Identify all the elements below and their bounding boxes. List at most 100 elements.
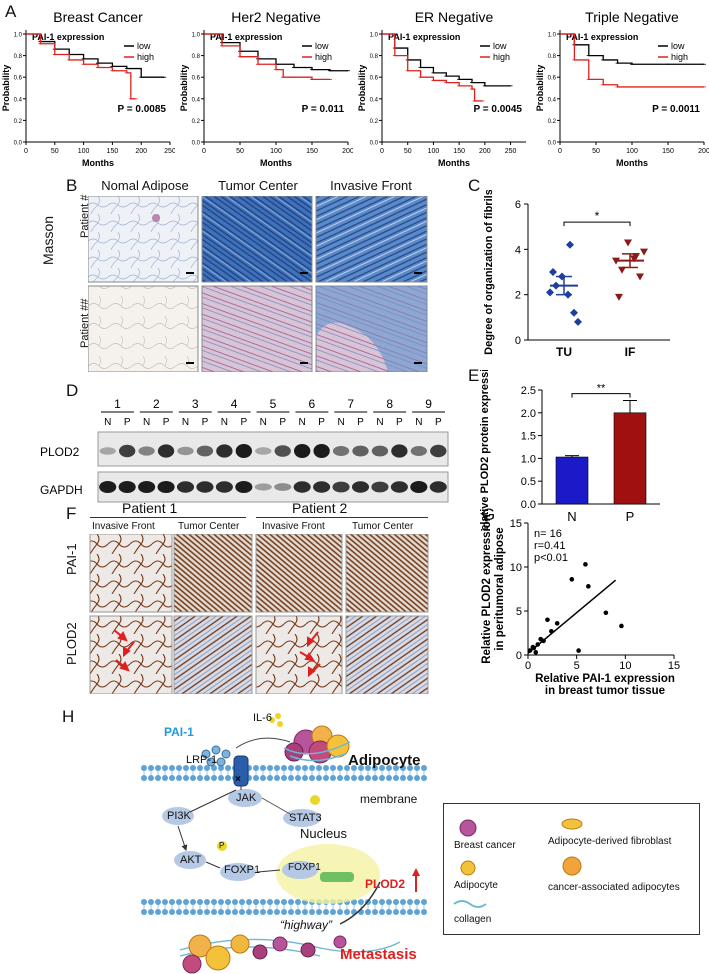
y-tick-label: 0.6 (548, 76, 557, 82)
y-axis-label: Relative PLOD2 protein expression (479, 370, 491, 530)
km-curve-low (26, 33, 165, 78)
y-axis-label: Probability (357, 65, 367, 112)
lipid-head (183, 765, 189, 771)
lane-number: 6 (309, 397, 316, 411)
gapdh-band (293, 481, 311, 493)
lane-p: P (357, 417, 364, 428)
y-tick-label: 0.8 (548, 54, 557, 60)
lane-number: 8 (386, 397, 393, 411)
x-tick-label: 150 (306, 148, 318, 155)
lipid-head (197, 909, 203, 915)
gapdh-band (351, 481, 370, 493)
h-stat3-label: STAT3 (289, 812, 322, 824)
y-tick-label: 0.0 (521, 499, 536, 511)
gapdh-blot (97, 471, 449, 503)
y-tick-label: 10 (510, 562, 522, 574)
stat-text: p<0.01 (534, 552, 568, 564)
lipid-head (400, 899, 406, 905)
lipid-head (379, 765, 385, 771)
lipid-head (330, 765, 336, 771)
lipid-head (295, 899, 301, 905)
h-plod2-label: PLOD2 (365, 877, 406, 891)
col-tumor-center: Tumor Center (218, 178, 298, 193)
gapdh-band (215, 481, 233, 493)
y-tick-label: 0.6 (14, 76, 23, 82)
legend-low: low (671, 41, 685, 51)
x-axis-label: Months (616, 158, 648, 168)
lipid-head (260, 909, 266, 915)
lipid-head (421, 775, 427, 781)
x-tick-label: 150 (107, 148, 119, 155)
lane-p: P (279, 417, 286, 428)
gapdh-band (254, 483, 272, 491)
lipid-head (414, 909, 420, 915)
km-expression-label: PAI-1 expression (566, 32, 638, 42)
lipid-head (246, 899, 252, 905)
lipid-head (253, 899, 259, 905)
lipid-head (407, 899, 413, 905)
lipid-head (344, 909, 350, 915)
p-value: P = 0.0085 (118, 104, 167, 115)
lipid-head (232, 899, 238, 905)
lipid-head (211, 909, 217, 915)
significance-stars: ** (597, 383, 606, 395)
band-label-gapdh: GAPDH (40, 483, 83, 497)
lane-p: P (396, 417, 403, 428)
plod2-band (138, 446, 155, 456)
category-label: P (626, 509, 635, 524)
lipid-head (253, 775, 259, 781)
lipid-head (358, 899, 364, 905)
legend-adipocyte: Adipocyte (454, 880, 498, 891)
km-plot-2: Her2 Negative PAI-1 expression 0.0 0.2 0.4 0.… (179, 9, 353, 168)
y-tick-label: 0.6 (192, 76, 201, 82)
lipid-head (323, 775, 329, 781)
x-tick-label: 0 (525, 660, 531, 672)
mechanism-legend: Breast cancer Adipocyte-derived fibrobla… (443, 803, 700, 935)
patient-1-rule (90, 517, 246, 518)
lipid-head (141, 765, 147, 771)
panel-label-b: B (66, 176, 78, 195)
masson-micrographs (88, 196, 428, 372)
lipid-head (190, 909, 196, 915)
km-expression-label: PAI-1 expression (388, 32, 460, 42)
lipid-head (169, 775, 175, 781)
stat-text: n= 16 (534, 528, 562, 540)
km-expression-label: PAI-1 expression (32, 32, 104, 42)
lipid-head (155, 775, 161, 781)
lipid-head (204, 775, 210, 781)
y-axis-label: in peritumoral adipose (494, 527, 506, 650)
data-point (619, 623, 624, 629)
lane-p: P (202, 417, 209, 428)
lipid-head (330, 909, 336, 915)
significance-star: * (595, 209, 600, 223)
data-point (546, 288, 554, 297)
lipid-head (225, 899, 231, 905)
lipid-head (316, 909, 322, 915)
lane-number: 9 (425, 397, 432, 411)
x-tick-label: 200 (698, 148, 709, 155)
lane-n: N (182, 417, 189, 428)
data-point (640, 248, 648, 256)
plod2-protein-bar-chart: 0.0 0.5 1.0 1.5 2.0 2.5 Relative PLOD2 protein… (479, 370, 660, 530)
lipid-head (260, 899, 266, 905)
fibril-organization-chart: 0 2 4 6 Degree of organization of fibrils TU I… (483, 190, 670, 359)
y-tick-label: 0.4 (370, 97, 379, 103)
lipid-head (218, 909, 224, 915)
plod2-band (274, 445, 291, 457)
y-axis-label: Degree of organization of fibrils (483, 190, 495, 355)
lipid-head (176, 765, 182, 771)
lipid-head (323, 909, 329, 915)
h-adipocyte-label: Adipocyte (348, 752, 421, 769)
lipid-head (337, 775, 343, 781)
plod2-band (255, 447, 272, 455)
y-axis-label: Probability (1, 65, 11, 112)
lipid-head (414, 775, 420, 781)
lipid-head (239, 909, 245, 915)
y-tick-label: 2 (515, 290, 521, 302)
plod2-band (119, 444, 136, 458)
panel-label-g: G (482, 505, 496, 524)
y-tick-label: 1.0 (370, 33, 379, 39)
y-tick-label: 2.0 (521, 408, 536, 420)
legend-adipocyte-fibroblast: Adipocyte-derived fibroblast (548, 836, 672, 847)
lipid-head (274, 775, 280, 781)
